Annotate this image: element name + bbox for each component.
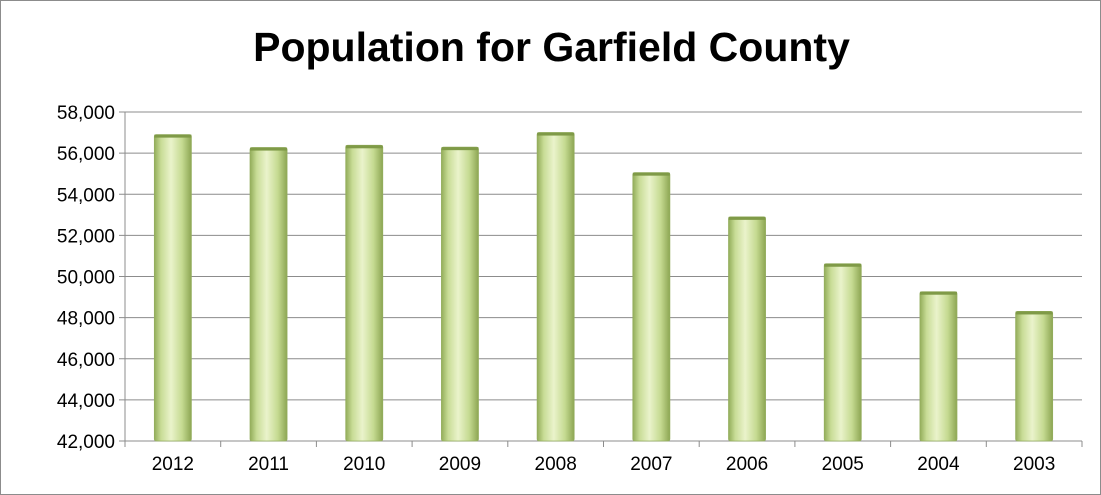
bar — [249, 147, 288, 442]
bar-top-edge — [632, 172, 670, 176]
bar — [441, 146, 479, 442]
bar-top-edge — [154, 134, 192, 138]
bar-top-edge — [250, 147, 288, 151]
chart-title: Population for Garfield County — [253, 24, 850, 70]
x-tick-label: 2006 — [726, 454, 768, 475]
bar-top-edge — [824, 263, 862, 267]
y-tick-label: 42,000 — [57, 432, 115, 453]
bar — [1015, 311, 1054, 442]
bar-top-edge — [441, 147, 479, 151]
y-tick-label: 54,000 — [57, 185, 115, 206]
x-tick-label: 2012 — [152, 454, 194, 475]
bars — [153, 132, 1054, 442]
x-tick-label: 2010 — [343, 454, 385, 475]
x-tick-label: 2009 — [439, 454, 481, 475]
bar-top-edge — [728, 216, 766, 220]
x-tick-label: 2003 — [1013, 454, 1055, 475]
x-tick-label: 2008 — [535, 454, 577, 475]
x-tick-label: 2004 — [917, 454, 960, 475]
bar — [919, 291, 958, 442]
y-tick-label: 44,000 — [57, 391, 115, 412]
y-axis-ticks: 42,000 44,000 46,000 48,000 50,000 52,000 54,0… — [57, 103, 115, 453]
bar-top-edge — [345, 145, 383, 149]
bar — [632, 172, 671, 442]
y-tick-label: 56,000 — [57, 144, 115, 165]
x-tick-label: 2007 — [630, 454, 672, 475]
x-tick-label: 2011 — [248, 454, 289, 475]
y-tick-label: 50,000 — [57, 268, 115, 289]
bar-top-edge — [919, 291, 957, 295]
x-tick-label: 2005 — [822, 454, 864, 475]
bar-top-edge — [1015, 311, 1053, 315]
y-tick-label: 52,000 — [57, 226, 115, 247]
bar — [823, 263, 862, 442]
bar — [536, 132, 575, 442]
x-axis-ticks: 2012 2011 2010 2009 2008 2007 2006 2005 2004 2003 — [152, 454, 1056, 475]
y-tick-label: 58,000 — [57, 103, 115, 124]
y-tick-label: 48,000 — [57, 309, 115, 330]
y-tick-label: 46,000 — [57, 350, 115, 371]
bar — [728, 216, 766, 442]
bar — [153, 134, 192, 442]
bar-top-edge — [537, 132, 575, 136]
bar — [345, 144, 384, 442]
